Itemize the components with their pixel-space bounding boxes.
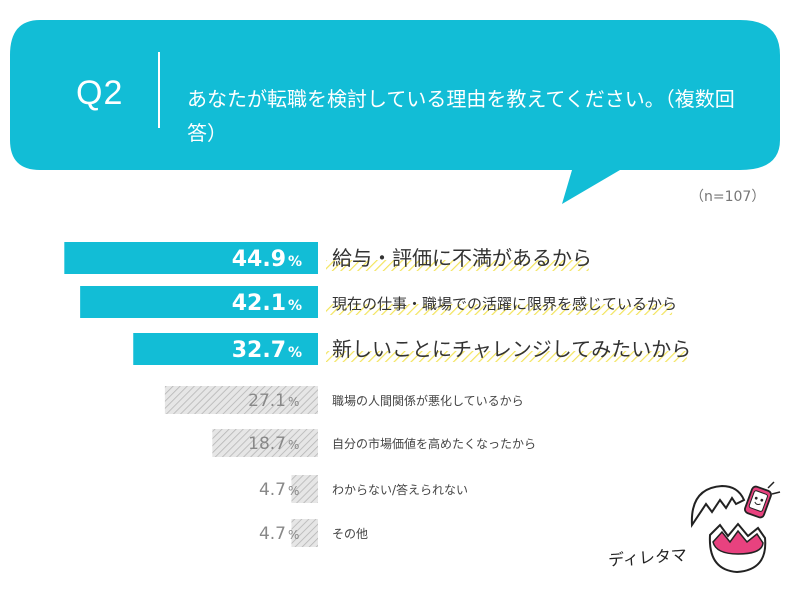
data-label: 44.9 [232,247,286,272]
category-highlight [326,351,687,362]
category-label: わからない/答えられない [332,482,468,497]
unit-label: % [288,484,299,498]
unit-label: % [288,254,302,270]
unit-label: % [288,298,302,314]
bar [80,286,318,318]
question-text: あなたが転職を検討している理由を教えてください。（複数回答） [187,87,735,145]
bar [64,242,318,274]
category-label: 自分の市場価値を高めたくなったから [332,436,536,451]
bar [133,333,318,365]
category-label: 給与・評価に不満があるから [332,246,592,270]
category-label: 現在の仕事・職場での活躍に限界を感じているから [332,295,677,313]
sample-size-label: （n=107） [690,189,766,205]
unit-label: % [288,528,299,542]
unit-label: % [288,345,302,361]
cracked-egg-mascot-icon [690,481,781,574]
data-label: 27.1 [248,391,286,411]
unit-label: % [288,438,299,452]
category-label: 職場の人間関係が悪化しているから [332,393,524,408]
bar [291,519,318,547]
unit-label: % [288,395,299,409]
question-bubble-shape [10,20,780,204]
data-label: 4.7 [259,480,286,500]
category-highlight [326,260,589,271]
data-label: 32.7 [232,338,286,363]
question-number: Q2 [76,74,124,112]
question-bubble [10,20,780,204]
data-label: 42.1 [232,291,286,316]
question-divider [158,52,160,128]
category-label: 新しいことにチャレンジしてみたいから [332,337,691,361]
bar [164,386,318,414]
data-label: 4.7 [259,524,286,544]
data-label: 18.7 [248,434,286,454]
category-label: その他 [332,527,368,541]
category-highlight [326,304,673,315]
bar [291,475,318,503]
bar [212,429,318,457]
